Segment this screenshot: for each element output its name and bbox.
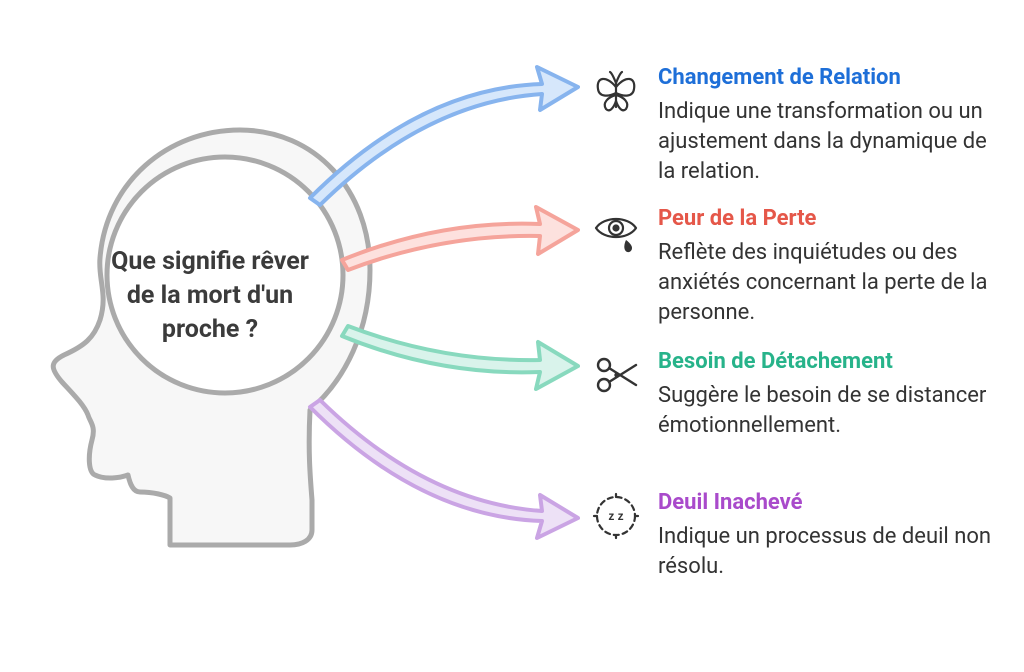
item-title: Changement de Relation <box>658 65 992 91</box>
item-peur: Peur de la Perte Reflète des inquiétudes… <box>592 206 992 327</box>
diagram-canvas: Que signifie rêver de la mort d'un proch… <box>0 0 1024 672</box>
center-question: Que signifie rêver de la mort d'un proch… <box>105 245 315 346</box>
item-title: Besoin de Détachement <box>658 349 992 375</box>
eye-tear-icon <box>592 208 640 256</box>
clock-zz-icon: z z <box>592 492 640 540</box>
item-detachement: Besoin de Détachement Suggère le besoin … <box>592 349 992 441</box>
item-desc: Indique une transformation ou un ajustem… <box>658 97 992 186</box>
item-desc: Suggère le besoin de se distancer émotio… <box>658 381 992 440</box>
svg-text:z z: z z <box>608 509 623 523</box>
item-deuil: z z Deuil Inachevé Indique un processus … <box>592 490 992 582</box>
butterfly-icon <box>592 67 640 115</box>
scissors-icon <box>592 351 640 399</box>
item-changement: Changement de Relation Indique une trans… <box>592 65 992 186</box>
item-title: Deuil Inachevé <box>658 490 992 516</box>
item-desc: Reflète des inquiétudes ou des anxiétés … <box>658 238 992 327</box>
item-desc: Indique un processus de deuil non résolu… <box>658 522 992 581</box>
item-title: Peur de la Perte <box>658 206 992 232</box>
